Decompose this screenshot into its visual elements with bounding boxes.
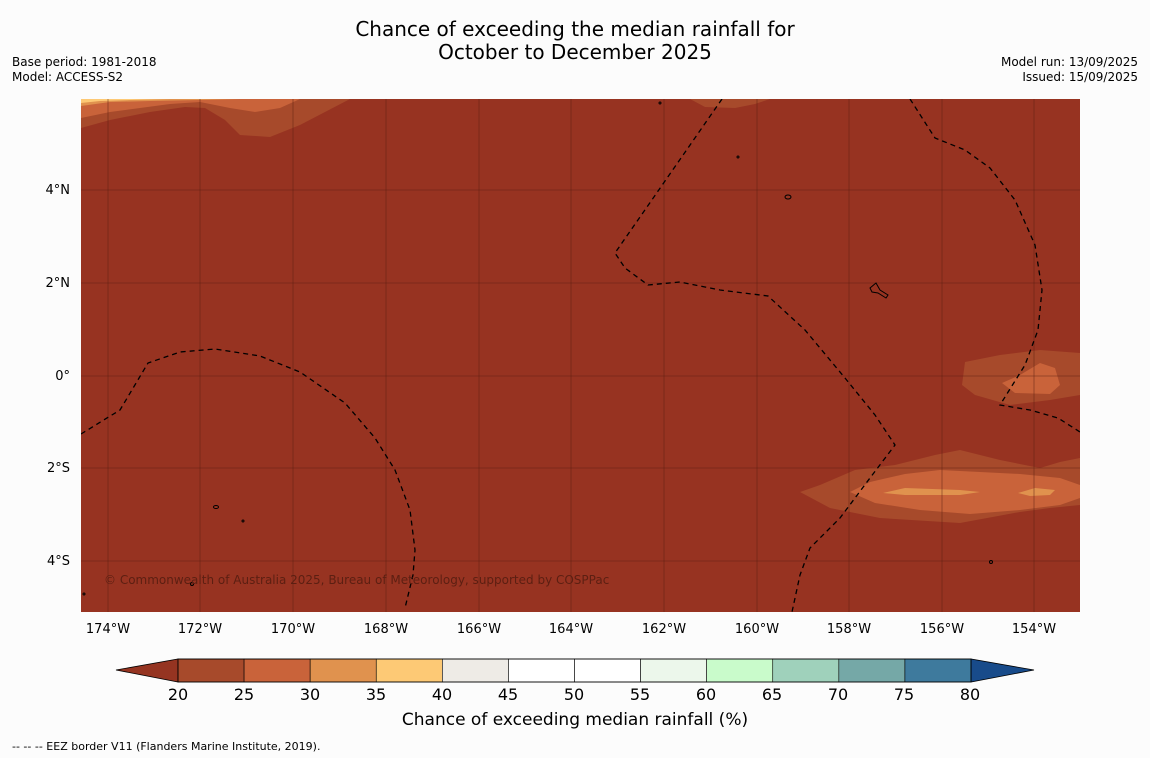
x-tick-162w: 162°W	[641, 622, 687, 637]
cb-tick-70: 70	[827, 685, 849, 704]
base-period: Base period: 1981-2018	[12, 55, 157, 69]
cb-tick-35: 35	[365, 685, 387, 704]
x-tick-168w: 168°W	[363, 622, 409, 637]
contour-right-equator-30	[1002, 363, 1060, 394]
map-title: Chance of exceeding the median rainfall …	[0, 18, 1150, 64]
y-tick-4s: 4°S	[46, 554, 70, 569]
eez-borders	[81, 99, 1080, 612]
y-tick-4n: 4°N	[45, 183, 71, 198]
cb-tick-80: 80	[959, 685, 981, 704]
contour-top-left-40	[81, 99, 170, 103]
contour-top-left-25	[81, 99, 350, 137]
x-tick-156w: 156°W	[919, 622, 965, 637]
contour-top-left-30	[81, 99, 300, 118]
contour-top-center	[690, 99, 770, 108]
title-line-2: October to December 2025	[438, 40, 712, 64]
x-tick-160w: 160°W	[734, 622, 780, 637]
graticule	[81, 99, 1080, 612]
y-tick-2s: 2°S	[46, 461, 70, 476]
map-background	[81, 99, 1080, 612]
y-tick-2n: 2°N	[45, 276, 71, 291]
cb-tick-30: 30	[299, 685, 321, 704]
x-tick-172w: 172°W	[177, 622, 223, 637]
title-line-1: Chance of exceeding the median rainfall …	[355, 17, 795, 41]
cb-tick-45: 45	[497, 685, 519, 704]
x-tick-174w: 174°W	[85, 622, 131, 637]
x-tick-170w: 170°W	[270, 622, 316, 637]
map-area: © Commonwealth of Australia 2025, Bureau…	[81, 99, 1080, 612]
model-run: Model run: 13/09/2025	[1000, 55, 1138, 69]
cb-tick-60: 60	[695, 685, 717, 704]
meta-left: Base period: 1981-2018 Model: ACCESS-S2	[12, 55, 157, 85]
issued-date: Issued: 15/09/2025	[1022, 70, 1138, 84]
x-tick-164w: 164°W	[548, 622, 594, 637]
contour-top-left-35	[81, 99, 240, 106]
x-tick-154w: 154°W	[1011, 622, 1057, 637]
x-tick-166w: 166°W	[456, 622, 502, 637]
x-tick-158w: 158°W	[826, 622, 872, 637]
cb-tick-50: 50	[563, 685, 585, 704]
contour-right-south-35b	[1018, 488, 1055, 496]
eez-footnote: -- -- -- EEZ border V11 (Flanders Marine…	[12, 740, 321, 753]
cb-tick-40: 40	[431, 685, 453, 704]
model-name: Model: ACCESS-S2	[12, 70, 124, 84]
copyright-text: © Commonwealth of Australia 2025, Bureau…	[104, 573, 609, 587]
cb-tick-20: 20	[167, 685, 189, 704]
cb-tick-75: 75	[893, 685, 915, 704]
colorbar-title: Chance of exceeding median rainfall (%)	[401, 710, 749, 730]
islands	[82, 101, 993, 596]
cb-tick-55: 55	[629, 685, 651, 704]
cb-tick-25: 25	[233, 685, 255, 704]
y-tick-0: 0°	[55, 369, 70, 384]
meta-right: Model run: 13/09/2025 Issued: 15/09/2025	[1001, 55, 1138, 85]
cb-tick-65: 65	[761, 685, 783, 704]
contour-right-south-35a	[883, 488, 980, 495]
